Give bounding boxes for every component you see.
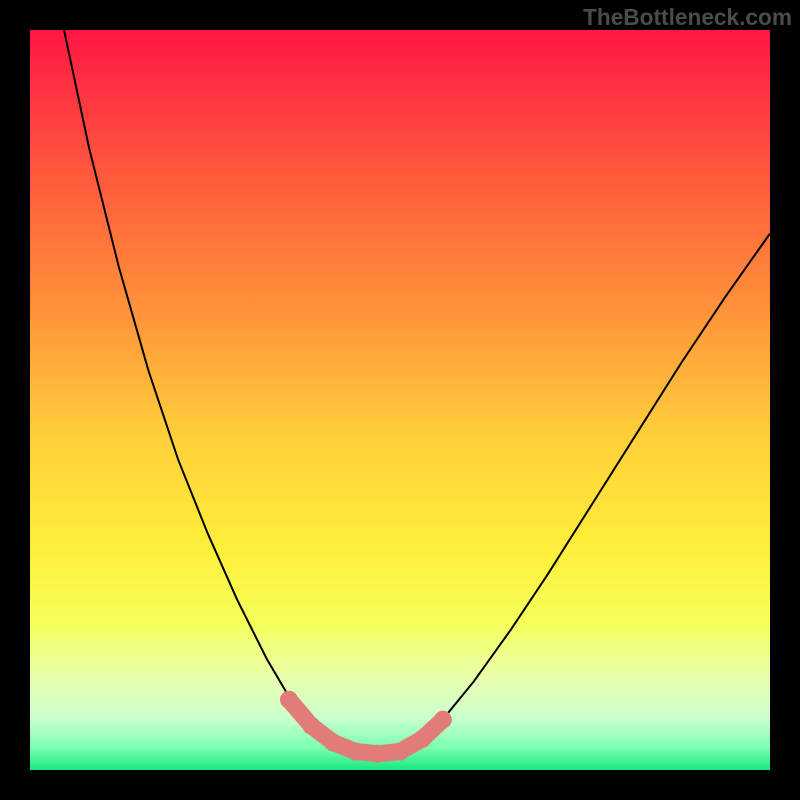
chart-canvas: TheBottleneck.com bbox=[0, 0, 800, 800]
gradient-plot-area bbox=[30, 30, 770, 770]
watermark-text: TheBottleneck.com bbox=[583, 4, 792, 31]
